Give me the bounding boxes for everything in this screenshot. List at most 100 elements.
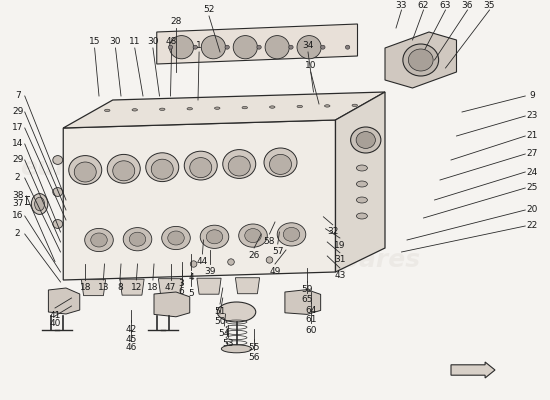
Ellipse shape (289, 45, 293, 49)
Ellipse shape (265, 36, 289, 59)
Ellipse shape (324, 105, 330, 107)
Text: 25: 25 (527, 184, 538, 192)
Text: 51: 51 (214, 307, 225, 316)
Ellipse shape (206, 230, 223, 244)
Ellipse shape (351, 127, 381, 153)
Polygon shape (285, 290, 321, 314)
Text: 6: 6 (179, 287, 184, 296)
Ellipse shape (107, 154, 140, 183)
Ellipse shape (264, 148, 297, 177)
Polygon shape (63, 92, 385, 128)
Text: 52: 52 (204, 6, 214, 14)
Text: 30: 30 (110, 38, 121, 46)
Ellipse shape (53, 188, 63, 196)
Text: 65: 65 (301, 296, 312, 304)
Text: 3: 3 (179, 279, 184, 288)
Ellipse shape (168, 231, 184, 245)
Ellipse shape (53, 220, 63, 228)
Text: 17: 17 (12, 124, 23, 132)
Text: 24: 24 (527, 168, 538, 176)
Polygon shape (154, 292, 190, 317)
Ellipse shape (113, 161, 135, 181)
Ellipse shape (74, 162, 96, 182)
Text: 29: 29 (12, 156, 23, 164)
Polygon shape (157, 24, 358, 64)
Text: 53: 53 (223, 340, 234, 348)
Ellipse shape (228, 156, 250, 176)
Text: 61: 61 (305, 316, 316, 324)
Ellipse shape (193, 45, 197, 49)
Ellipse shape (356, 132, 375, 148)
Ellipse shape (352, 104, 358, 106)
Text: eurospares: eurospares (262, 248, 420, 272)
Polygon shape (197, 278, 221, 294)
Ellipse shape (190, 261, 197, 267)
Polygon shape (336, 92, 385, 272)
Ellipse shape (221, 345, 252, 353)
Ellipse shape (69, 156, 102, 184)
Ellipse shape (184, 151, 217, 180)
Text: 28: 28 (170, 18, 182, 26)
Ellipse shape (245, 229, 261, 242)
Text: 31: 31 (334, 256, 345, 264)
Ellipse shape (257, 45, 261, 49)
Ellipse shape (266, 257, 273, 263)
Ellipse shape (277, 223, 306, 246)
Ellipse shape (53, 156, 63, 164)
Text: 55: 55 (249, 344, 260, 352)
Text: 49: 49 (270, 267, 280, 276)
Text: 32: 32 (327, 228, 338, 236)
Ellipse shape (200, 225, 229, 248)
Ellipse shape (223, 150, 256, 178)
Ellipse shape (297, 36, 321, 59)
Ellipse shape (242, 106, 248, 109)
Text: 33: 33 (396, 2, 407, 10)
Ellipse shape (321, 45, 325, 49)
Ellipse shape (35, 197, 45, 211)
Text: 41: 41 (50, 311, 60, 320)
Ellipse shape (151, 159, 173, 179)
Polygon shape (120, 279, 144, 295)
Text: 57: 57 (272, 247, 283, 256)
Text: 56: 56 (249, 353, 260, 362)
Ellipse shape (123, 228, 152, 251)
Text: 4: 4 (189, 273, 194, 282)
Ellipse shape (403, 44, 439, 76)
Polygon shape (235, 278, 260, 294)
Text: 62: 62 (418, 2, 429, 10)
Text: 36: 36 (462, 2, 473, 10)
Text: 44: 44 (197, 257, 208, 266)
Ellipse shape (356, 165, 367, 171)
Text: 46: 46 (125, 344, 136, 352)
Ellipse shape (345, 45, 350, 49)
Text: 37: 37 (12, 200, 23, 208)
Text: 9: 9 (530, 92, 535, 100)
Polygon shape (158, 279, 183, 295)
Text: 15: 15 (89, 38, 100, 46)
Text: 11: 11 (129, 38, 140, 46)
Text: 2: 2 (15, 230, 20, 238)
Text: 42: 42 (125, 325, 136, 334)
Text: 1: 1 (196, 42, 202, 50)
Text: 16: 16 (12, 212, 23, 220)
Text: 60: 60 (305, 326, 316, 335)
Ellipse shape (239, 224, 267, 247)
Text: 14: 14 (12, 140, 23, 148)
Text: 21: 21 (527, 132, 538, 140)
Text: 47: 47 (165, 283, 176, 292)
Ellipse shape (91, 233, 107, 247)
Ellipse shape (228, 259, 234, 265)
Polygon shape (451, 362, 495, 378)
Ellipse shape (169, 36, 194, 59)
Text: 20: 20 (527, 206, 538, 214)
Text: 2: 2 (15, 174, 20, 182)
Text: 59: 59 (301, 285, 312, 294)
Ellipse shape (190, 158, 212, 178)
Ellipse shape (356, 197, 367, 203)
Text: 23: 23 (527, 112, 538, 120)
Polygon shape (81, 280, 106, 296)
Text: 54: 54 (219, 329, 230, 338)
Ellipse shape (283, 227, 300, 241)
Text: 64: 64 (305, 306, 316, 315)
Text: 18: 18 (80, 283, 91, 292)
